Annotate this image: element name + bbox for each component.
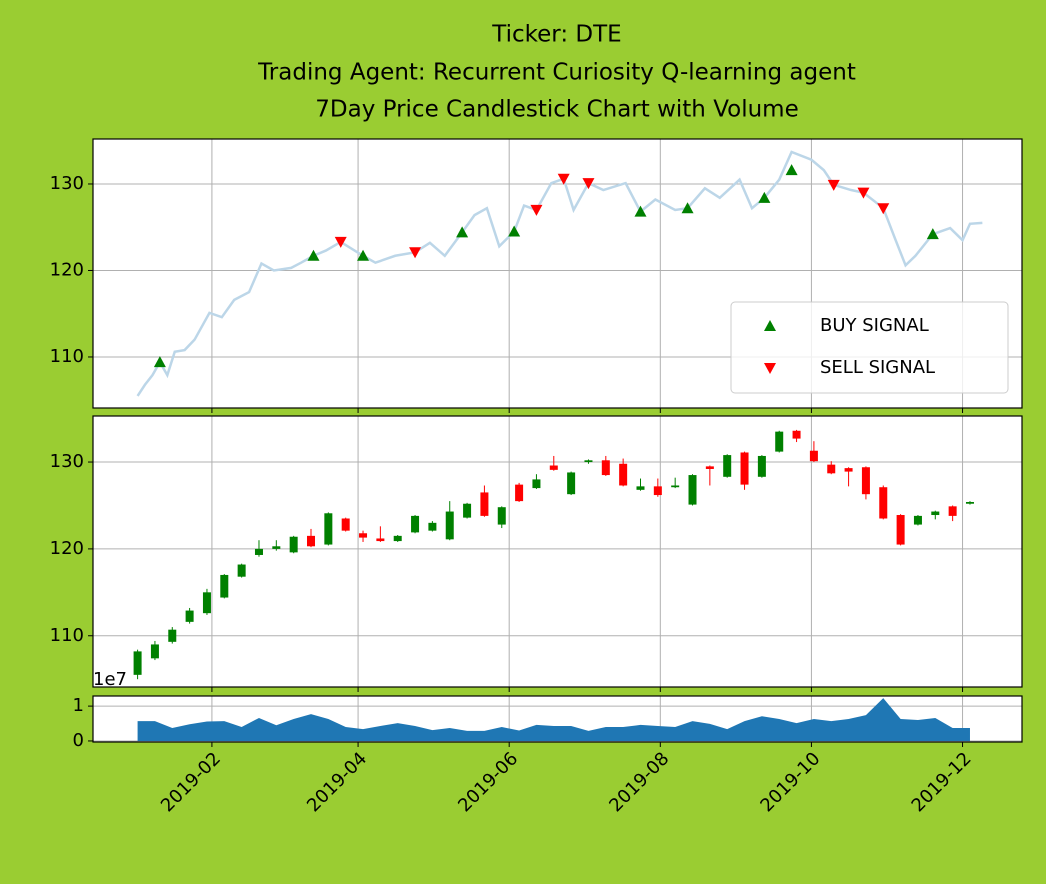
candle-body bbox=[463, 503, 472, 518]
signal-marker bbox=[827, 179, 840, 191]
y-tick-label: 110 bbox=[50, 346, 84, 367]
x-tick-label: 2019-08 bbox=[605, 748, 673, 816]
candle-body bbox=[792, 430, 801, 439]
signal-marker bbox=[758, 191, 771, 203]
title-line: Ticker: DTE bbox=[491, 22, 621, 48]
legend-box bbox=[730, 301, 1009, 394]
candle-body bbox=[168, 629, 177, 642]
x-tick-label: 2019-10 bbox=[756, 748, 824, 816]
signal-marker bbox=[785, 164, 798, 176]
candle-body bbox=[497, 507, 506, 525]
y-tick-label: 130 bbox=[50, 173, 84, 194]
candle-body bbox=[237, 564, 246, 577]
y-tick-label: 120 bbox=[50, 259, 84, 280]
candle-body bbox=[150, 644, 159, 659]
axes-frame bbox=[92, 415, 1023, 688]
candle-body bbox=[601, 460, 610, 476]
title-line: 7Day Price Candlestick Chart with Volume bbox=[315, 97, 798, 123]
candle-body bbox=[549, 465, 558, 470]
candle-body bbox=[185, 610, 194, 622]
y-tick-label: 130 bbox=[50, 451, 84, 472]
legend-marker bbox=[764, 320, 776, 331]
x-tick-label: 2019-04 bbox=[303, 748, 371, 816]
candle-body bbox=[671, 485, 680, 488]
plot-content bbox=[93, 696, 1022, 742]
candle-body bbox=[220, 574, 229, 598]
candle-body bbox=[844, 468, 853, 472]
candle-body bbox=[133, 651, 142, 675]
axes-frame bbox=[92, 138, 1023, 409]
candle-body bbox=[202, 592, 211, 614]
signal-marker bbox=[409, 247, 422, 259]
candle-body bbox=[411, 515, 420, 533]
y-tick-label: 0 bbox=[73, 730, 84, 751]
volume-area bbox=[137, 698, 970, 741]
signal-marker bbox=[508, 225, 521, 237]
y-tick-label: 110 bbox=[50, 625, 84, 646]
candle-body bbox=[376, 538, 385, 542]
axes-frame bbox=[92, 695, 1023, 743]
title-line: Trading Agent: Recurrent Curiosity Q-lea… bbox=[257, 60, 856, 86]
legend-label: BUY SIGNAL bbox=[820, 315, 929, 336]
candle-body bbox=[584, 460, 593, 463]
candle-body bbox=[879, 487, 888, 519]
candle-body bbox=[775, 431, 784, 452]
signal-marker bbox=[926, 228, 939, 240]
candle-body bbox=[272, 546, 281, 549]
candle-body bbox=[827, 464, 836, 474]
signal-marker bbox=[334, 236, 347, 248]
signal-marker bbox=[530, 204, 543, 216]
signal-marker bbox=[357, 249, 370, 261]
candle-body bbox=[948, 506, 957, 516]
candle-body bbox=[341, 518, 350, 531]
x-tick-label: 2019-06 bbox=[454, 748, 522, 816]
legend-label: SELL SIGNAL bbox=[820, 357, 935, 378]
candle-body bbox=[532, 479, 541, 489]
candle-body bbox=[636, 486, 645, 490]
y-tick-label: 1 bbox=[73, 695, 84, 716]
candle-body bbox=[896, 515, 905, 545]
signal-marker bbox=[634, 205, 647, 217]
candle-body bbox=[723, 455, 732, 477]
y-tick-label: 120 bbox=[50, 538, 84, 559]
candle-body bbox=[289, 536, 298, 553]
candle-body bbox=[705, 466, 714, 469]
candle-body bbox=[393, 535, 402, 542]
offset-label: 1e7 bbox=[93, 669, 127, 690]
candle-body bbox=[913, 515, 922, 525]
candle-body bbox=[757, 455, 766, 477]
plot-content bbox=[93, 416, 1022, 687]
signal-marker bbox=[153, 356, 166, 368]
candle-body bbox=[445, 511, 454, 540]
signal-marker bbox=[857, 187, 870, 199]
candle-body bbox=[931, 511, 940, 516]
candle-body bbox=[688, 475, 697, 505]
signal-marker bbox=[681, 202, 694, 214]
candle-body bbox=[428, 522, 437, 531]
candle-body bbox=[567, 472, 576, 495]
x-tick-label: 2019-12 bbox=[908, 748, 976, 816]
plot-area bbox=[93, 416, 1022, 687]
candle-body bbox=[324, 513, 333, 545]
candle-body bbox=[254, 548, 263, 555]
legend-marker bbox=[764, 363, 776, 374]
candle-body bbox=[307, 535, 316, 547]
candle-body bbox=[653, 486, 662, 496]
candle-body bbox=[965, 501, 974, 504]
x-tick-label: 2019-02 bbox=[157, 748, 225, 816]
signal-marker bbox=[877, 203, 890, 215]
candle-body bbox=[861, 467, 870, 495]
candle-body bbox=[740, 452, 749, 485]
candle-body bbox=[515, 484, 524, 502]
candle-body bbox=[809, 450, 818, 462]
candle-body bbox=[480, 492, 489, 516]
signal-marker bbox=[557, 173, 570, 185]
candle-body bbox=[619, 463, 628, 486]
signal-marker bbox=[307, 249, 320, 261]
signal-marker bbox=[456, 226, 469, 238]
signal-marker bbox=[582, 178, 595, 190]
candle-body bbox=[359, 533, 368, 538]
